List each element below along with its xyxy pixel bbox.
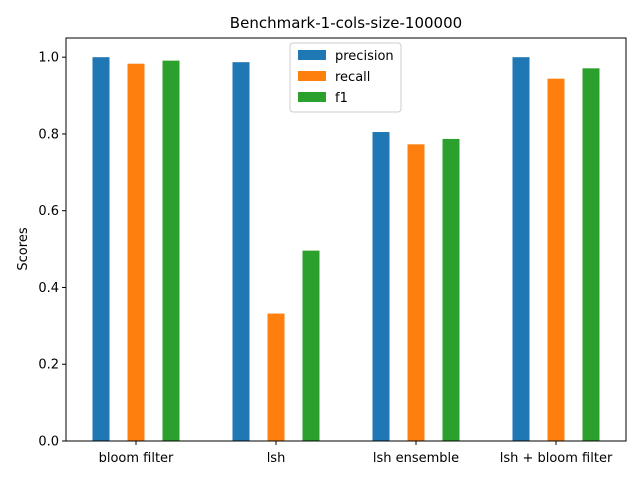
bar-recall [127, 63, 145, 441]
bar-f1 [302, 250, 320, 441]
x-tick-label: bloom filter [99, 451, 174, 466]
bar-recall [547, 78, 565, 441]
x-tick-label: lsh [267, 451, 286, 466]
bar-f1 [442, 138, 460, 442]
plot-area: 0.0 0.2 0.4 0.6 0.8 1.0 bloom filter lsh lsh ens… [38, 51, 613, 466]
y-tick-label: 0.0 [38, 435, 59, 450]
y-tick-label: 0.4 [38, 281, 59, 296]
bar-f1 [582, 68, 600, 441]
bar-precision [232, 62, 250, 442]
y-tick-label: 0.8 [38, 127, 59, 142]
legend: precision recall f1 [289, 42, 402, 113]
y-tick-label: 1.0 [38, 51, 59, 66]
bar-recall [407, 144, 425, 441]
bar-precision [372, 132, 390, 442]
legend-label-recall: recall [335, 70, 370, 85]
legend-swatch-f1 [298, 92, 326, 102]
plot-frame [65, 37, 627, 442]
bar-precision [92, 57, 110, 441]
y-tick-label: 0.2 [38, 358, 59, 373]
y-axis-label: Scores [16, 227, 31, 270]
legend-label-precision: precision [335, 49, 394, 64]
legend-swatch-precision [298, 50, 326, 60]
x-tick-label: lsh + bloom filter [500, 451, 613, 466]
legend-swatch-recall [298, 71, 326, 81]
legend-label-f1: f1 [335, 91, 348, 106]
bar-precision [512, 57, 530, 441]
bar-f1 [162, 60, 180, 441]
y-tick-label: 0.6 [38, 204, 59, 219]
bar-recall [267, 313, 285, 441]
x-tick-label: lsh ensemble [373, 451, 459, 466]
chart-title: Benchmark-1-cols-size-100000 [230, 14, 462, 32]
